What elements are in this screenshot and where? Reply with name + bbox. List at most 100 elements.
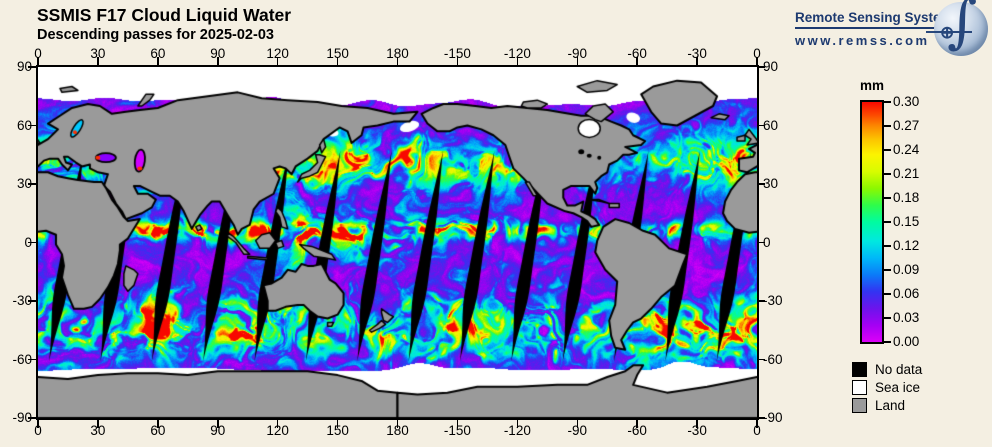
colorbar-tick-label-0: 0.30 — [893, 94, 920, 109]
lon-tick-top-7 — [456, 57, 459, 65]
lon-tick-label-top-3: 90 — [210, 46, 226, 61]
lat-tick-left-5 — [28, 358, 36, 361]
lat-tick-right-6 — [757, 417, 765, 419]
legend-swatch-sea-ice — [852, 379, 867, 395]
lat-tick-right-0 — [757, 66, 765, 68]
lat-tick-label-left-2: 30 — [16, 176, 32, 191]
lon-tick-label-top-7: -150 — [443, 46, 471, 61]
colorbar-tick-label-6: 0.12 — [893, 238, 920, 253]
lon-tick-label-bottom-1: 30 — [90, 423, 106, 438]
lon-tick-top-8 — [516, 57, 519, 65]
lat-tick-label-right-2: 30 — [763, 176, 779, 191]
lon-tick-bottom-12 — [756, 420, 758, 428]
colorbar-tick-5 — [884, 221, 891, 223]
lat-tick-left-1 — [28, 124, 36, 127]
lon-tick-bottom-9 — [576, 420, 578, 428]
lat-tick-label-right-0: 90 — [763, 59, 779, 74]
legend-label-land: Land — [875, 397, 906, 413]
lon-tick-top-10 — [636, 57, 638, 65]
colorbar-tick-8 — [884, 293, 891, 295]
lat-tick-left-2 — [28, 183, 36, 185]
lon-tick-bottom-1 — [97, 420, 99, 428]
lon-tick-label-bottom-8: -120 — [503, 423, 531, 438]
colorbar — [860, 100, 884, 344]
lat-tick-right-5 — [757, 358, 765, 361]
map-legend: No data Sea ice Land — [852, 361, 922, 415]
page-title: SSMIS F17 Cloud Liquid Water — [37, 5, 292, 25]
colorbar-gradient — [862, 102, 882, 342]
lon-tick-label-top-1: 30 — [90, 46, 106, 61]
lon-tick-top-2 — [157, 57, 159, 65]
legend-swatch-no-data — [852, 361, 867, 377]
lon-tick-label-top-8: -120 — [503, 46, 531, 61]
colorbar-tick-4 — [884, 197, 891, 199]
colorbar-tick-label-3: 0.21 — [893, 166, 920, 181]
legend-item-no-data: No data — [852, 361, 922, 377]
world-map — [36, 65, 759, 420]
lon-tick-bottom-7 — [456, 420, 459, 428]
lat-tick-right-1 — [757, 124, 765, 127]
lat-tick-right-4 — [757, 300, 765, 302]
lon-tick-label-bottom-0: 0 — [34, 423, 42, 438]
lon-tick-label-top-5: 150 — [326, 46, 349, 61]
lon-tick-label-top-0: 0 — [34, 46, 42, 61]
logo-website-link[interactable]: www.remss.com — [795, 33, 930, 48]
lat-tick-label-right-3: 0 — [763, 234, 771, 250]
colorbar-tick-label-7: 0.09 — [893, 262, 920, 277]
lon-tick-label-top-2: 60 — [150, 46, 166, 61]
lon-tick-bottom-4 — [276, 420, 279, 428]
colorbar-tick-label-4: 0.18 — [893, 190, 920, 205]
colorbar-tick-10 — [884, 341, 891, 343]
figure-subtitle: Descending passes for 2025-02-03 — [37, 27, 274, 43]
globe-axis-line — [926, 31, 972, 33]
lon-tick-top-11 — [696, 57, 698, 65]
lon-tick-bottom-8 — [516, 420, 519, 428]
lon-tick-label-bottom-4: 120 — [266, 423, 289, 438]
lon-tick-top-3 — [217, 57, 219, 65]
lon-tick-label-top-4: 120 — [266, 46, 289, 61]
lon-tick-label-bottom-3: 90 — [210, 423, 226, 438]
lat-tick-right-3 — [757, 241, 765, 244]
lon-tick-top-0 — [37, 57, 39, 65]
lat-tick-label-left-6: -90 — [12, 410, 32, 425]
lon-tick-top-1 — [97, 57, 99, 65]
lat-tick-label-left-1: 60 — [16, 117, 32, 133]
legend-label-sea-ice: Sea ice — [875, 379, 921, 395]
lon-tick-top-4 — [276, 57, 279, 65]
lon-tick-label-bottom-10: -60 — [627, 423, 647, 438]
legend-label-no-data: No data — [875, 361, 923, 377]
lon-tick-label-top-10: -60 — [627, 46, 647, 61]
lon-tick-label-bottom-6: 180 — [386, 423, 409, 438]
lat-tick-label-left-5: -60 — [12, 351, 32, 367]
lon-tick-bottom-6 — [396, 420, 399, 428]
lon-tick-label-top-6: 180 — [386, 46, 409, 61]
colorbar-tick-label-2: 0.24 — [893, 142, 920, 157]
lat-tick-label-left-0: 90 — [16, 59, 32, 74]
colorbar-tick-1 — [884, 125, 891, 127]
lon-tick-bottom-11 — [696, 420, 698, 428]
logo-company-name: Remote Sensing Systems — [795, 10, 960, 29]
colorbar-tick-2 — [884, 149, 891, 151]
lon-tick-bottom-5 — [336, 420, 339, 428]
lon-tick-label-bottom-2: 60 — [150, 423, 166, 438]
colorbar-tick-7 — [884, 269, 891, 271]
colorbar-tick-label-9: 0.03 — [893, 310, 920, 325]
lat-tick-label-right-6: -90 — [763, 410, 783, 425]
colorbar-tick-3 — [884, 173, 891, 175]
lat-tick-label-right-4: -30 — [763, 293, 783, 308]
lon-tick-bottom-2 — [157, 420, 159, 428]
lon-tick-label-bottom-12: 0 — [753, 423, 761, 438]
lon-tick-label-top-12: 0 — [753, 46, 761, 61]
lat-tick-right-2 — [757, 183, 765, 185]
lat-tick-left-6 — [28, 417, 36, 419]
lon-tick-bottom-0 — [37, 420, 39, 428]
lon-tick-top-5 — [336, 57, 339, 65]
colorbar-tick-0 — [884, 101, 891, 103]
legend-swatch-land — [852, 397, 867, 413]
lon-tick-top-6 — [396, 57, 399, 65]
lon-tick-label-bottom-11: -30 — [687, 423, 707, 438]
legend-item-sea-ice: Sea ice — [852, 379, 922, 395]
legend-item-land: Land — [852, 397, 922, 413]
lon-tick-label-bottom-9: -90 — [567, 423, 587, 438]
